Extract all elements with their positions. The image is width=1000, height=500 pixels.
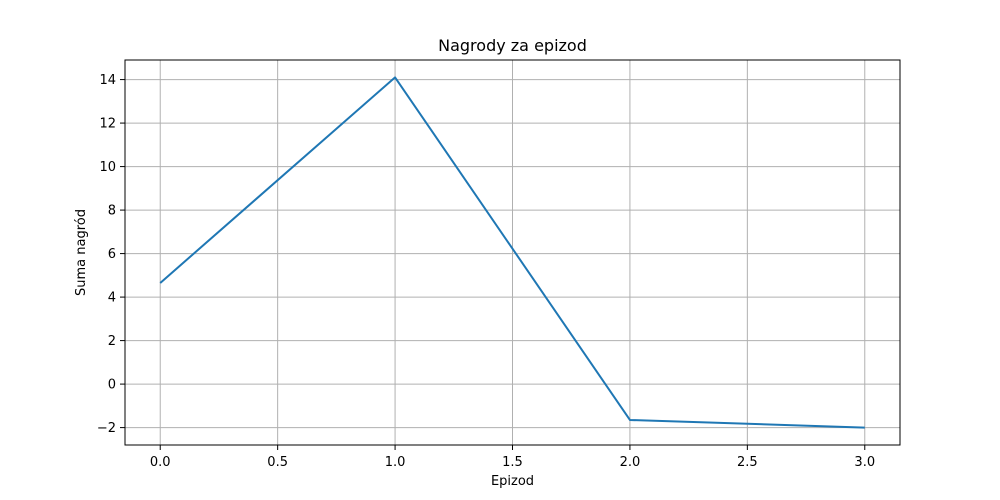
y-tick-label: 14 — [99, 73, 116, 88]
x-tick-label: 3.0 — [854, 455, 875, 470]
y-tick-label: 2 — [108, 334, 116, 349]
chart-title: Nagrody za epizod — [438, 36, 587, 55]
x-tick-label: 1.0 — [385, 455, 406, 470]
y-tick-label: −2 — [97, 421, 116, 436]
y-tick-label: 12 — [99, 117, 116, 132]
y-tick-label: 4 — [108, 291, 116, 306]
y-axis-title: Suma nagród — [74, 209, 89, 296]
series-layer — [159, 76, 865, 429]
y-tick-label: 10 — [99, 160, 116, 175]
grid — [125, 60, 900, 445]
x-tick-label: 0.0 — [150, 455, 171, 470]
y-tick-label: 0 — [108, 378, 116, 393]
x-tick-label: 1.5 — [502, 455, 523, 470]
x-tick-label: 0.5 — [267, 455, 288, 470]
x-tick-label: 2.0 — [620, 455, 641, 470]
x-tick-label: 2.5 — [737, 455, 758, 470]
y-tick-label: 6 — [108, 247, 116, 262]
series-line-0 — [159, 76, 865, 429]
x-axis-title: Epizod — [491, 474, 534, 489]
y-axis: −2 0 2 4 6 8 10 12 14 — [97, 73, 125, 436]
y-tick-label: 8 — [108, 204, 116, 219]
x-axis: 0.0 0.5 1.0 1.5 2.0 2.5 3.0 — [150, 445, 875, 470]
